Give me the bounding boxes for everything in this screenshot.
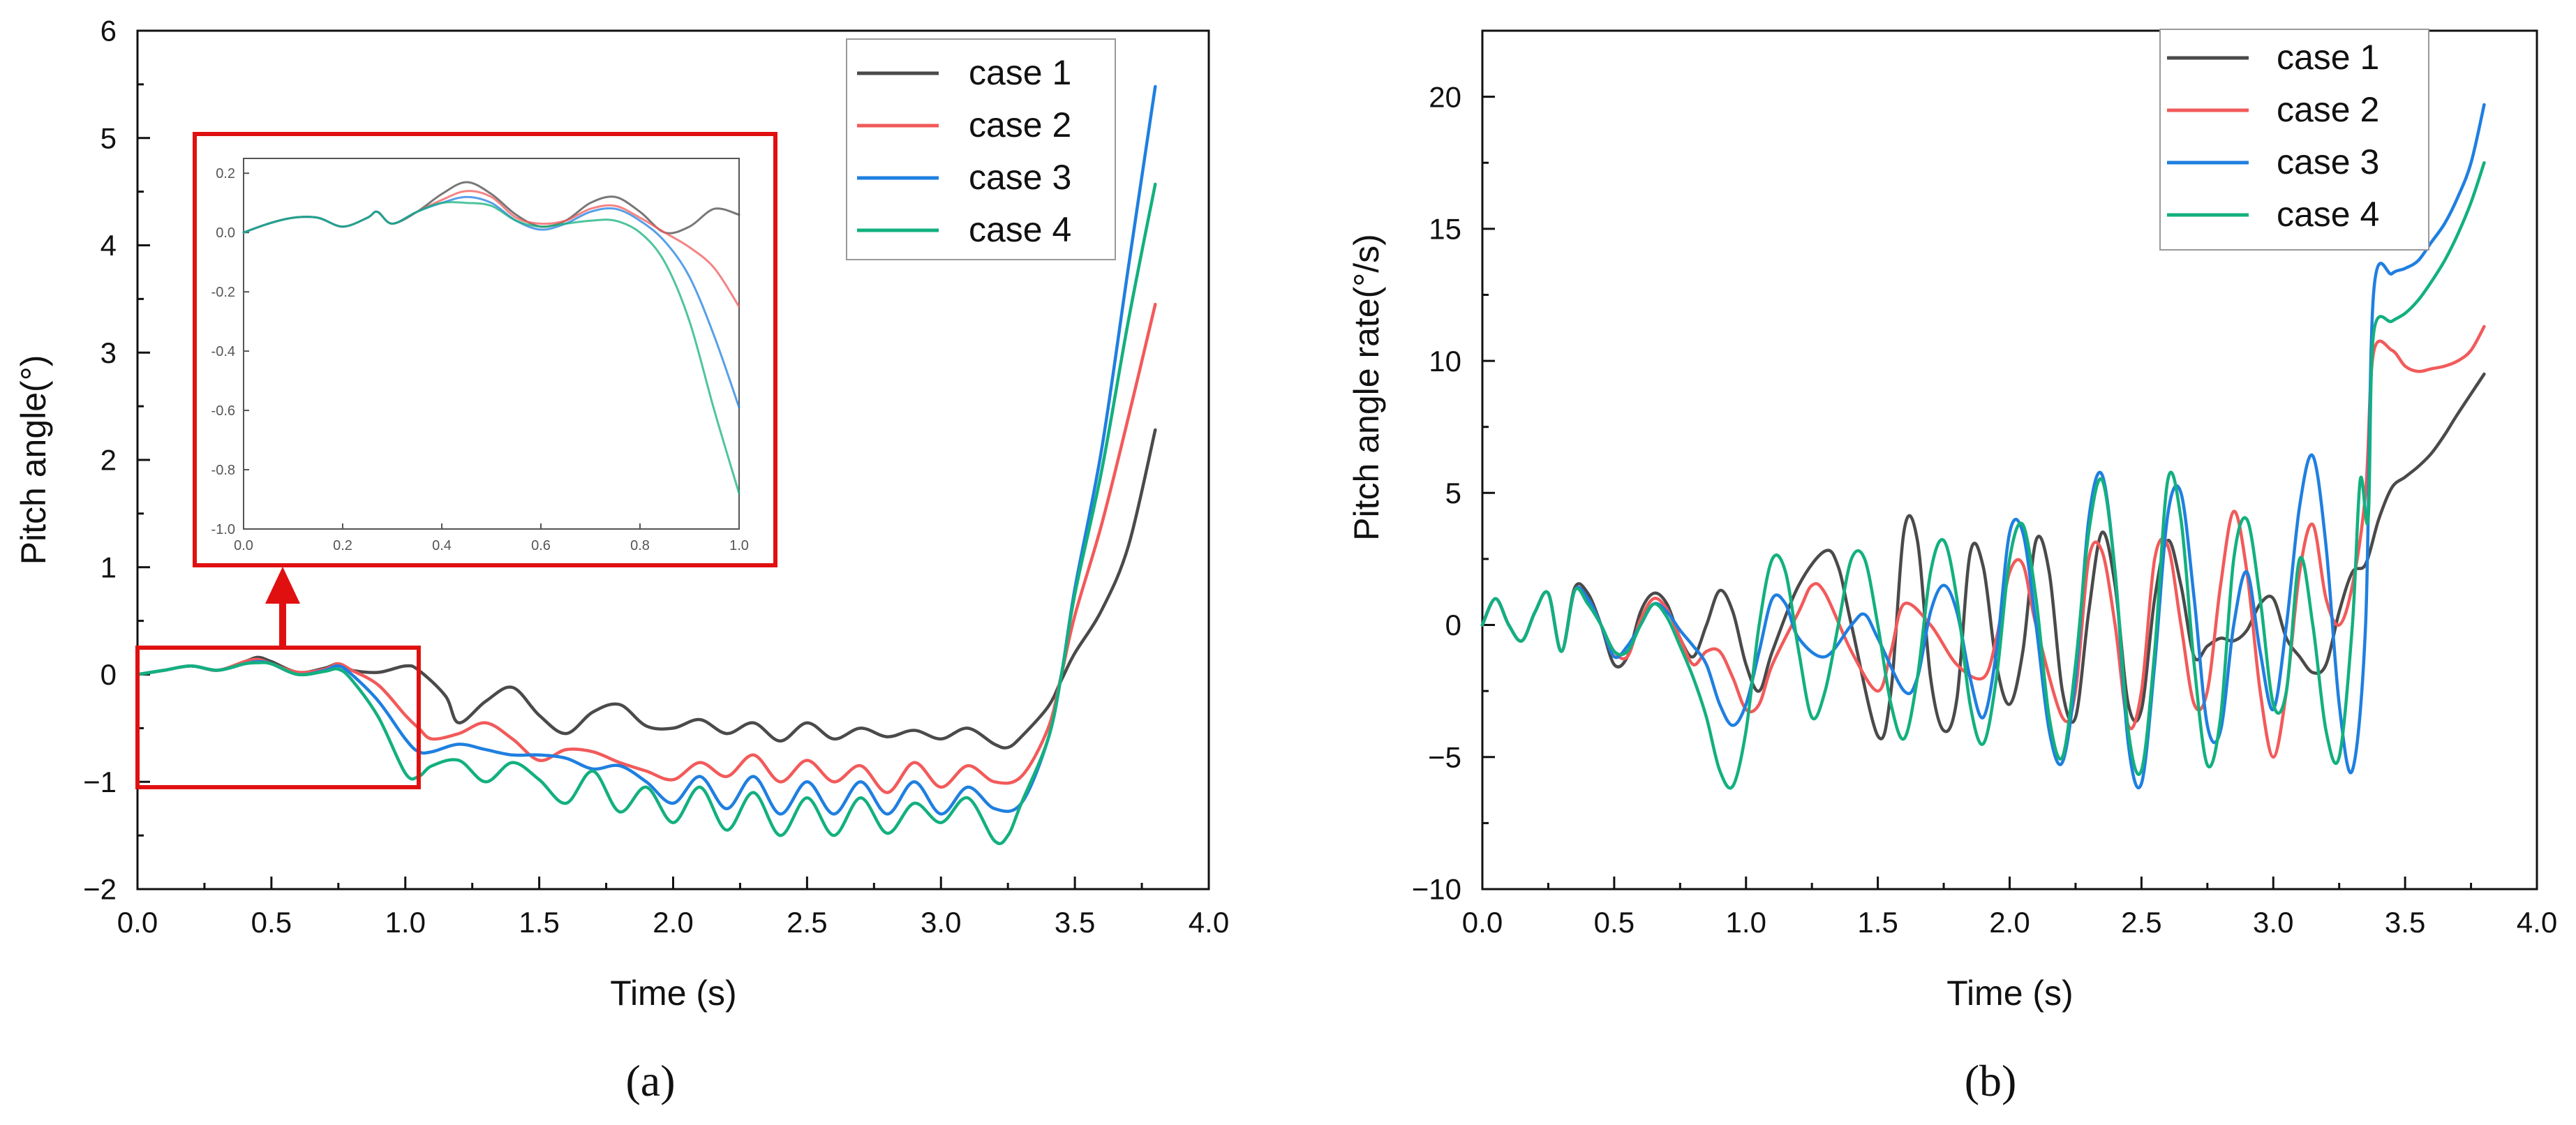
panel-b-axis-ticks: 0.0 0.5 1.0 1.5 2.0 2.5 3.0 3.5 4.0 −10 −5 0 5 10 15 20 [1412, 80, 2557, 939]
inset-axis-ticks: 0.0 0.2 0.4 0.6 0.8 1.0 -1.0 -0.8 -0.6 -0.4 -0.2 0.… [211, 166, 749, 553]
x-tick-label: 3.5 [2385, 906, 2425, 939]
inset-border [193, 132, 777, 567]
panel-a-y-axis-title: Pitch angle(°) [14, 355, 53, 565]
x-tick-label: 2.0 [1989, 906, 2030, 939]
panel-b-legend: case 1 case 2 case 3 case 4 [2159, 29, 2429, 251]
panel-b-series [1480, 103, 2486, 790]
inset-plot-frame [243, 158, 740, 530]
panel-a-legend-box [846, 38, 1116, 260]
x-tick-label: 1.0 [1726, 906, 1766, 939]
y-tick-label: 0 [100, 658, 117, 691]
y-tick-label: 0 [1445, 609, 1461, 641]
panel-b-caption: (b) [1965, 1056, 2017, 1105]
panel-a-chart: 0.0 0.5 1.0 1.5 2.0 2.5 3.0 3.5 4.0 −2 −1 0 1 2 3 4 5 6 T… [14, 15, 1229, 1105]
y-tick-label: 0.0 [216, 225, 235, 241]
y-tick-label: 15 [1429, 213, 1461, 246]
y-tick-label: 10 [1429, 345, 1461, 378]
zoom-arrow [265, 567, 300, 649]
y-tick-label: 1 [100, 551, 117, 583]
x-tick-label: 0.5 [1594, 906, 1635, 939]
x-tick-label: 3.0 [921, 906, 961, 939]
series-line-case-2 [1480, 325, 2486, 759]
panel-a-legend: case 1 case 2 case 3 case 4 [846, 38, 1116, 260]
series-line-case-1 [1480, 372, 2486, 740]
panel-b-chart: 0.0 0.5 1.0 1.5 2.0 2.5 3.0 3.5 4.0 −10 −5 0 5 10 15 20… [1347, 29, 2557, 1105]
zoom-region-box [135, 646, 421, 789]
x-tick-label: 2.5 [787, 906, 827, 939]
panel-b-x-axis-title: Time (s) [1946, 974, 2073, 1013]
y-tick-label: -0.2 [211, 285, 235, 300]
x-tick-label: 0.0 [234, 538, 253, 553]
y-tick-label: 4 [100, 229, 117, 262]
x-tick-label: 0.2 [333, 538, 352, 553]
y-tick-label: 20 [1429, 80, 1461, 113]
panel-a-caption: (a) [625, 1056, 675, 1105]
x-tick-label: 1.5 [1857, 906, 1898, 939]
y-tick-label: 5 [100, 121, 117, 154]
y-tick-label: 6 [100, 15, 117, 47]
inset-series [242, 181, 740, 495]
y-tick-label: 0.2 [216, 166, 235, 181]
y-tick-label: −1 [83, 766, 117, 798]
y-tick-label: -1.0 [211, 522, 235, 537]
x-tick-label: 3.5 [1055, 906, 1095, 939]
series-line-case-2 [135, 302, 1157, 794]
x-tick-label: 0.4 [432, 538, 452, 553]
x-tick-label: 1.0 [729, 538, 749, 553]
x-tick-label: 3.0 [2253, 906, 2293, 939]
y-tick-label: −5 [1428, 740, 1461, 773]
y-tick-label: -0.4 [211, 344, 235, 359]
legend-a-case-2-label: case 2 [969, 105, 1071, 144]
x-tick-label: 1.5 [519, 906, 559, 939]
x-tick-label: 0.6 [531, 538, 551, 553]
series-line-case-3 [1480, 103, 2486, 790]
legend-b-case-4-label: case 4 [2277, 195, 2379, 234]
x-tick-label: 0.8 [630, 538, 650, 553]
y-tick-label: -0.6 [211, 403, 235, 419]
panel-a-x-axis-title: Time (s) [610, 974, 736, 1013]
x-tick-label: 4.0 [1189, 906, 1229, 939]
panel-a-axis-ticks: 0.0 0.5 1.0 1.5 2.0 2.5 3.0 3.5 4.0 −2 −1 0 1 2 3 4 5 6 [83, 15, 1229, 939]
legend-a-case-4-label: case 4 [969, 210, 1071, 249]
y-tick-label: −10 [1412, 873, 1461, 906]
panel-b-y-axis-title: Pitch angle rate(°/s) [1347, 234, 1386, 541]
y-tick-label: -0.8 [211, 463, 235, 478]
inset-zoom-panel: 0.0 0.2 0.4 0.6 0.8 1.0 -1.0 -0.8 -0.6 -0.4 -0.2 0.… [193, 132, 777, 567]
series-line-case-4 [242, 201, 740, 495]
x-tick-label: 1.0 [385, 906, 426, 939]
legend-b-case-3-label: case 3 [2277, 142, 2379, 181]
legend-a-case-3-label: case 3 [969, 158, 1071, 197]
x-tick-label: 2.5 [2121, 906, 2161, 939]
legend-a-case-1-label: case 1 [969, 53, 1071, 92]
y-tick-label: 5 [1445, 477, 1461, 509]
series-line-case-4 [135, 182, 1157, 845]
y-tick-label: 2 [100, 444, 117, 477]
panel-b-legend-box [2159, 29, 2429, 251]
x-tick-label: 2.0 [653, 906, 693, 939]
legend-b-case-1-label: case 1 [2277, 38, 2379, 77]
y-tick-label: 3 [100, 336, 117, 369]
x-tick-label: 0.0 [1462, 906, 1503, 939]
x-tick-label: 0.5 [251, 906, 292, 939]
x-tick-label: 0.0 [117, 906, 158, 939]
x-tick-label: 4.0 [2517, 906, 2557, 939]
y-tick-label: −2 [83, 873, 117, 906]
legend-b-case-2-label: case 2 [2277, 90, 2379, 129]
panel-a-series [135, 84, 1157, 845]
series-line-case-4 [1480, 161, 2486, 790]
